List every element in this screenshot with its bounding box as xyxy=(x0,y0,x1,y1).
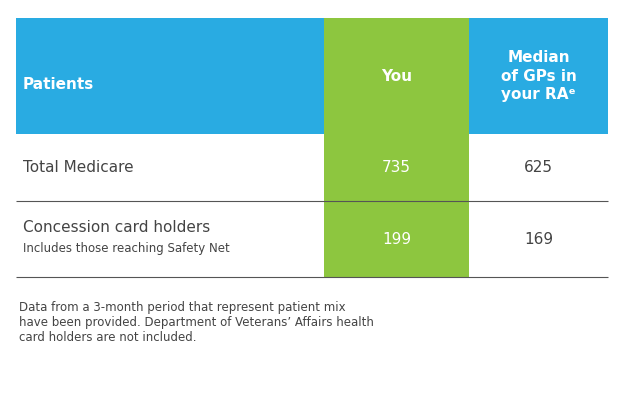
Text: Includes those reaching Safety Net: Includes those reaching Safety Net xyxy=(22,242,230,254)
Text: Concession card holders: Concession card holders xyxy=(22,220,210,235)
Bar xyxy=(324,134,469,201)
Text: 169: 169 xyxy=(524,232,553,247)
Bar xyxy=(324,201,469,277)
Text: Total Medicare: Total Medicare xyxy=(22,160,134,175)
Text: Patients: Patients xyxy=(22,77,94,92)
Bar xyxy=(324,18,469,134)
Bar xyxy=(469,18,608,134)
Bar xyxy=(16,18,324,134)
Text: 625: 625 xyxy=(524,160,553,175)
Text: You: You xyxy=(381,69,412,84)
Text: Median
of GPs in
your RAᵉ: Median of GPs in your RAᵉ xyxy=(501,50,577,103)
Text: 735: 735 xyxy=(382,160,411,175)
Text: 199: 199 xyxy=(382,232,411,247)
Text: Data from a 3-month period that represent patient mix
have been provided. Depart: Data from a 3-month period that represen… xyxy=(19,301,374,344)
